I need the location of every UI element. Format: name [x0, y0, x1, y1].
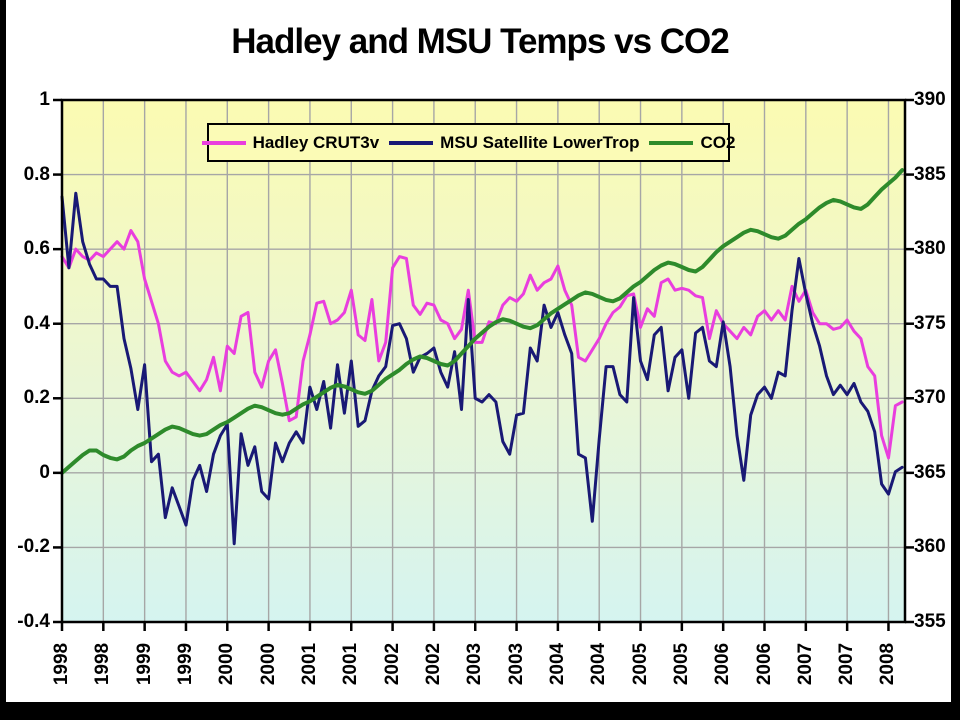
plot-area — [53, 98, 914, 631]
x-tick-label: 2007 — [836, 642, 858, 686]
left-black-border — [0, 0, 6, 720]
x-tick-label: 2005 — [629, 642, 651, 686]
y-left-tick-label: 0.4 — [23, 312, 50, 334]
y-left-tick-label: 0.8 — [23, 163, 50, 185]
x-tick-label: 1998 — [51, 642, 72, 686]
y-right-tick-label: 380 — [914, 238, 946, 260]
x-tick-label: 2008 — [877, 642, 899, 686]
x-tick-label: 1998 — [92, 642, 114, 686]
x-tick-label: 2005 — [670, 642, 692, 686]
x-tick-label: 2003 — [464, 642, 486, 686]
legend-label-msu: MSU Satellite LowerTrop — [440, 132, 640, 152]
x-tick-label: 2003 — [505, 642, 527, 686]
y-right-tick-label: 375 — [914, 312, 946, 334]
chart-title: Hadley and MSU Temps vs CO2 — [231, 22, 730, 61]
legend-swatch-co2 — [649, 140, 694, 145]
x-tick-label: 2001 — [340, 642, 362, 686]
x-tick-label: 2006 — [753, 642, 775, 686]
legend-item-hadley: Hadley CRUT3v — [201, 132, 380, 153]
y-left-tick-label: 1 — [39, 89, 50, 110]
x-tick-label: 2002 — [422, 642, 444, 686]
x-tick-label: 2006 — [712, 642, 734, 686]
y-left-tick-label: -0.4 — [17, 611, 50, 632]
y-left-tick-label: 0.2 — [23, 387, 50, 409]
x-tick-label: 2000 — [216, 642, 238, 686]
x-tick-label: 2001 — [298, 642, 320, 686]
y-right-tick-label: 390 — [914, 89, 946, 110]
legend-label-hadley: Hadley CRUT3v — [252, 132, 380, 152]
x-tick-label: 2000 — [257, 642, 279, 686]
x-tick-label: 2007 — [794, 642, 816, 686]
x-tick-label: 2002 — [381, 642, 403, 686]
x-tick-label: 1999 — [133, 642, 155, 686]
legend-swatch-msu — [389, 140, 434, 145]
y-left-tick-label: 0.6 — [23, 238, 50, 260]
bottom-black-border — [0, 702, 960, 720]
x-tick-label: 2004 — [546, 642, 568, 686]
y-right-tick-label: 370 — [914, 387, 946, 409]
legend-label-co2: CO2 — [700, 132, 736, 152]
y-right-tick-label: 355 — [914, 611, 946, 632]
legend: Hadley CRUT3v MSU Satellite LowerTrop CO… — [201, 123, 735, 162]
chart-canvas — [53, 98, 914, 631]
y-left-tick-label: -0.2 — [17, 536, 50, 558]
legend-item-co2: CO2 — [649, 133, 735, 153]
legend-item-msu: MSU Satellite LowerTrop — [389, 133, 639, 153]
y-right-tick-label: 360 — [914, 536, 946, 558]
y-right-tick-label: 365 — [914, 461, 946, 483]
legend-swatch-hadley — [201, 140, 246, 145]
y-left-tick-label: 0 — [39, 461, 50, 483]
x-tick-label: 2004 — [588, 642, 610, 686]
y-right-tick-label: 385 — [914, 163, 946, 185]
right-black-border — [951, 0, 960, 720]
x-tick-label: 1999 — [174, 642, 196, 686]
